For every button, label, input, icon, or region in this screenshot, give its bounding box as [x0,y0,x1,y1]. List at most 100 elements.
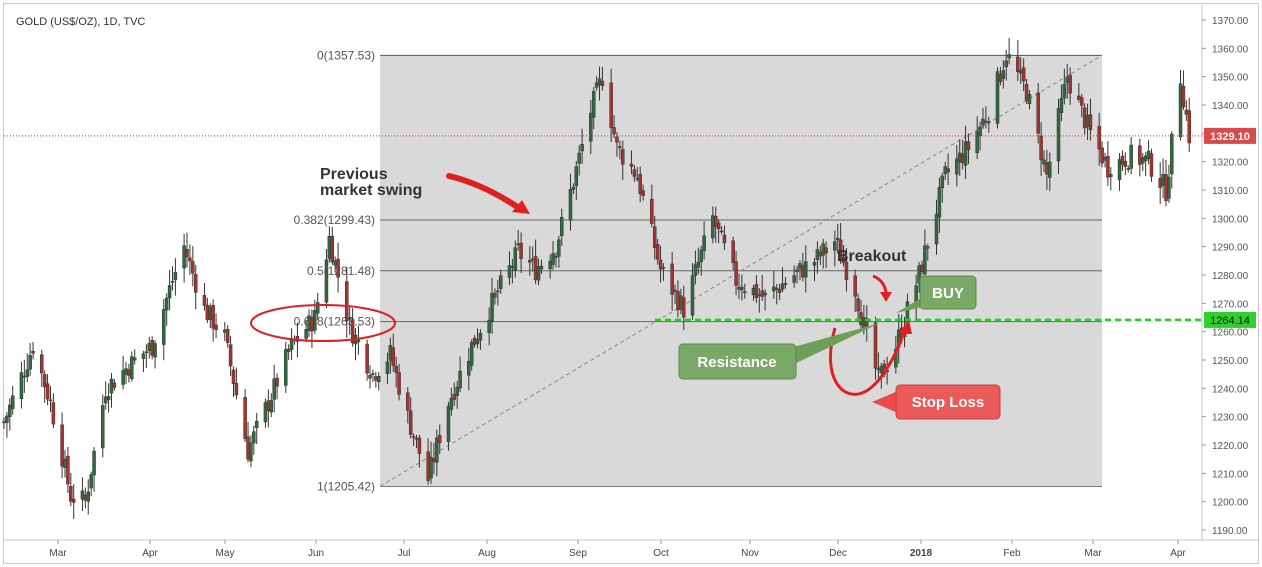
candle-body [1077,95,1081,100]
time-tick-label: Mar [49,548,67,559]
candle-body [429,457,433,479]
candle-body [228,344,233,367]
candle-body [435,437,439,463]
candle-body [635,177,640,180]
candle-body [801,265,805,278]
time-tick-label: Aug [478,548,496,559]
candle-body [1149,153,1154,177]
candle-body [621,149,625,165]
candle-body [1126,168,1130,170]
candle-body [263,402,268,423]
candle-body [1141,157,1145,164]
candle-body [475,339,480,345]
candle-body [170,281,175,283]
candle-body [943,166,947,175]
candle-body [449,397,454,410]
candle-body [223,329,227,333]
candle-body [1039,135,1043,161]
candle-body [411,436,416,438]
fib-level-label: 0(1357.53) [317,48,375,62]
candle-body [71,498,76,503]
candle-body [211,305,215,329]
candle-body [995,71,1000,124]
candle-body [1158,178,1162,188]
candle-body [130,356,134,379]
candle-body [926,246,930,249]
candle-body [580,144,584,152]
candle-body [783,283,788,285]
candle-body [1004,60,1008,68]
candle-body [324,259,329,303]
candle-body [957,152,962,163]
candle-body [214,324,218,330]
time-tick-label: Mar [1084,548,1102,559]
candle-body [1082,107,1087,129]
candle-body [760,290,764,297]
candle-body [144,351,149,353]
candle-body [548,260,552,270]
candle-body [510,265,515,268]
candle-body [821,243,825,256]
candle-body [975,131,979,154]
candle-body [208,306,213,320]
candle-body [650,198,654,224]
candle-body [856,298,860,312]
price-tick-label: 1260.00 [1212,328,1249,339]
candle-body [731,240,735,263]
candle-body [963,141,968,166]
candle-body [173,271,178,281]
candle-body [530,258,535,261]
candle-body [426,451,430,481]
candle-body [795,269,799,273]
candle-body [286,348,291,352]
candle-body [1065,77,1069,84]
candle-body [109,378,114,394]
candle-body [153,343,157,358]
candle-body [519,242,523,259]
time-tick-label: 2018 [910,548,933,559]
candle-body [1097,125,1101,150]
candle-body [394,365,398,373]
candle-body [478,332,483,341]
candle-body [307,315,311,331]
candle-body [446,405,451,442]
candle-body [432,458,436,462]
candle-body [528,260,532,263]
candle-body [385,361,390,374]
candle-body [757,294,762,297]
candle-body [42,374,47,388]
candle-body [676,291,680,311]
candle-body [693,264,698,276]
candle-body [1138,145,1142,165]
candle-body [1059,98,1064,113]
candle-body [51,402,56,425]
overlays: 1329.10 1264.14 [4,127,1256,328]
candle-body [577,152,581,164]
candle-body [1062,83,1067,99]
time-axis: Mar Apr May Jun Jul Aug Sep Oct Nov Dec 2018 Feb Mar… [49,540,1186,559]
candle-body [754,283,759,298]
candle-body [838,239,843,262]
candlesticks [2,38,1191,519]
candle-body [934,213,939,245]
candle-body [167,285,172,299]
candle-body [127,369,131,376]
candle-body [987,121,991,123]
candle-body [618,146,622,148]
candle-body [350,319,355,344]
price-axis: 1190.00 1200.00 1210.00 1220.00 1230.00 1240.… [1202,16,1249,537]
candle-body [254,421,259,429]
candle-body [1178,83,1183,138]
candle-body [191,261,195,274]
candle-body [368,374,372,379]
price-tick-label: 1240.00 [1212,384,1249,395]
candle-body [132,357,137,361]
price-tick-label: 1290.00 [1212,243,1249,254]
candle-body [589,112,593,142]
candle-body [406,392,410,411]
candle-body [327,235,332,259]
current-price-tag [1204,127,1256,144]
candle-body [499,275,503,289]
candle-body [798,263,802,270]
candle-body [234,382,239,396]
